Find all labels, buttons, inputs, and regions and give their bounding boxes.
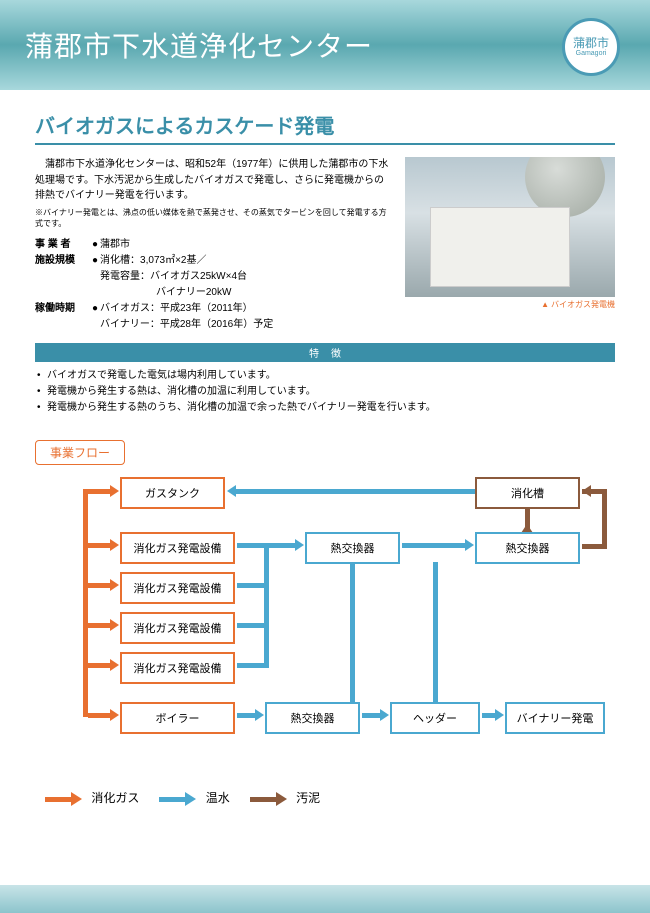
intro-note: ※バイナリー発電とは、沸点の低い媒体を熱で蒸発させ、その蒸気でタービンを回して発…: [35, 207, 390, 229]
photo-column: バイオガス発電機: [405, 157, 615, 333]
intro-column: 蒲郡市下水道浄化センターは、昭和52年（1977年）に供用した蒲郡市の下水処理場…: [35, 157, 390, 333]
node-digester: 消化槽: [475, 477, 580, 509]
node-gen3: 消化ガス発電設備: [120, 612, 235, 644]
city-badge: 蒲郡市 Gamagori: [562, 18, 620, 76]
node-binary: バイナリー発電: [505, 702, 605, 734]
node-gen1: 消化ガス発電設備: [120, 532, 235, 564]
spec-start2: バイナリー：平成28年（2016年）予定: [100, 317, 390, 332]
header-banner: 蒲郡市下水道浄化センター 蒲郡市 Gamagori: [0, 0, 650, 90]
flow-title: 事業フロー: [35, 440, 125, 465]
divider: [35, 143, 615, 145]
features-header: 特徴: [35, 343, 615, 362]
feature-item: バイオガスで発電した電気は場内利用しています。: [37, 368, 613, 384]
flowchart: ガスタンク 消化槽 消化ガス発電設備 消化ガス発電設備 消化ガス発電設備 消化ガ…: [35, 477, 615, 777]
section-title: バイオガスによるカスケード発電: [35, 110, 615, 139]
spec-start-label: 稼働時期: [35, 301, 90, 316]
legend: 消化ガス 温水 汚泥: [35, 789, 615, 807]
node-hex3: 熱交換器: [265, 702, 360, 734]
facility-photo: [405, 157, 615, 297]
spec-scale2: 発電容量：バイオガス25kW×4台: [100, 269, 390, 284]
spec-scale-label: 施設規模: [35, 253, 90, 268]
node-gen4: 消化ガス発電設備: [120, 652, 235, 684]
photo-caption: バイオガス発電機: [405, 299, 615, 310]
badge-en: Gamagori: [576, 50, 607, 58]
node-gen2: 消化ガス発電設備: [120, 572, 235, 604]
features-list: バイオガスで発電した電気は場内利用しています。 発電機から発生する熱は、消化槽の…: [35, 362, 615, 422]
spec-list: 事 業 者 ● 蒲郡市 施設規模 ● 消化槽：3,073㎡×2基／ ● 発電容量…: [35, 237, 390, 332]
node-boiler: ボイラー: [120, 702, 235, 734]
feature-item: 発電機から発生する熱のうち、消化槽の加温で余った熱でバイナリー発電を行います。: [37, 400, 613, 416]
spec-operator: 蒲郡市: [100, 237, 390, 252]
feature-item: 発電機から発生する熱は、消化槽の加温に利用しています。: [37, 384, 613, 400]
spec-scale1: 消化槽：3,073㎡×2基／: [100, 253, 390, 268]
page-title: 蒲郡市下水道浄化センター: [25, 25, 373, 65]
badge-jp: 蒲郡市: [573, 36, 609, 50]
node-header: ヘッダー: [390, 702, 480, 734]
legend-water: 温水: [159, 789, 229, 807]
spec-scale3: バイナリー20kW: [100, 285, 390, 300]
intro-paragraph: 蒲郡市下水道浄化センターは、昭和52年（1977年）に供用した蒲郡市の下水処理場…: [35, 157, 390, 204]
node-hex2: 熱交換器: [475, 532, 580, 564]
spec-operator-label: 事 業 者: [35, 237, 90, 252]
spec-start1: バイオガス：平成23年（2011年）: [100, 301, 390, 316]
footer-band: [0, 885, 650, 913]
node-hex1: 熱交換器: [305, 532, 400, 564]
node-gastank: ガスタンク: [120, 477, 225, 509]
legend-sludge: 汚泥: [250, 789, 320, 807]
legend-gas: 消化ガス: [45, 789, 139, 807]
